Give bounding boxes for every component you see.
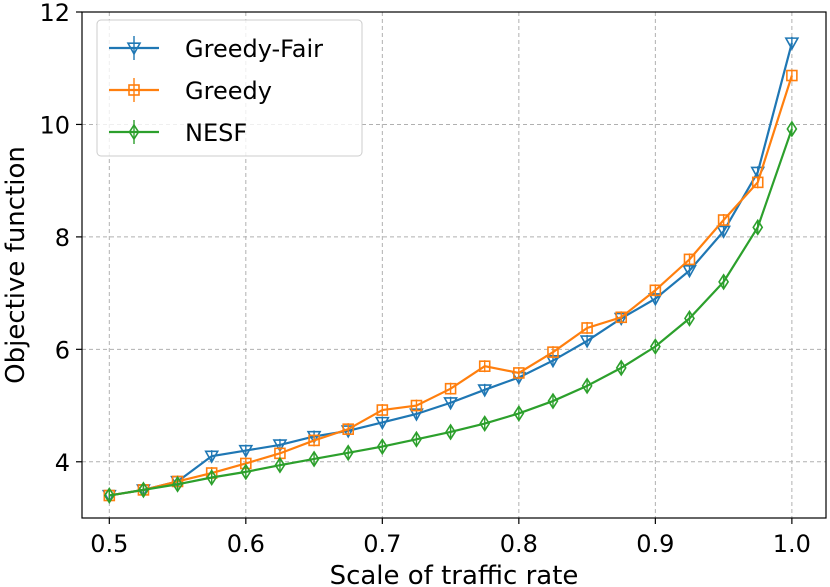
- data-point-greedy: [717, 214, 730, 226]
- legend-entry-greedy: Greedy: [109, 77, 272, 105]
- data-point-nesf: [376, 438, 388, 456]
- data-point-greedy: [478, 360, 491, 373]
- x-tick-label: 0.8: [500, 530, 538, 558]
- data-point-greedy: [581, 322, 593, 334]
- data-point-greedy: [513, 367, 525, 379]
- series-nesf: [103, 120, 798, 504]
- data-point-nesf: [615, 359, 627, 377]
- y-tick-label: 12: [39, 0, 70, 27]
- x-tick-label: 0.7: [363, 530, 401, 558]
- data-point-nesf: [649, 338, 661, 356]
- legend-label: Greedy-Fair: [185, 35, 323, 63]
- legend-marker-greedy-fair: [126, 42, 142, 56]
- x-tick-label: 0.6: [227, 530, 265, 558]
- data-point-nesf: [137, 481, 149, 499]
- x-tick-label: 0.9: [636, 530, 674, 558]
- y-tick-label: 6: [55, 336, 70, 364]
- legend-label: NESF: [185, 119, 247, 147]
- data-point-nesf: [479, 415, 491, 433]
- data-point-greedy-fair: [306, 430, 322, 445]
- plot-frame: [81, 11, 827, 519]
- data-point-nesf: [103, 487, 115, 504]
- y-tick-label: 10: [39, 111, 70, 139]
- data-point-greedy: [376, 404, 389, 416]
- y-tick-label: 8: [55, 224, 70, 252]
- data-point-greedy: [683, 253, 696, 266]
- data-point-greedy: [308, 434, 320, 447]
- data-point-greedy: [751, 176, 764, 189]
- data-point-greedy-fair: [579, 335, 595, 349]
- data-point-nesf: [718, 273, 730, 291]
- data-point-nesf: [172, 475, 184, 493]
- legend-marker-greedy: [128, 84, 140, 96]
- data-point-greedy: [786, 69, 798, 82]
- data-point-nesf: [513, 404, 525, 422]
- data-point-greedy: [342, 423, 355, 435]
- data-point-greedy-fair: [716, 225, 731, 239]
- data-point-nesf: [547, 392, 559, 410]
- legend-entry-greedy-fair: Greedy-Fair: [109, 35, 323, 63]
- data-point-nesf: [274, 456, 286, 474]
- x-axis-label: Scale of traffic rate: [330, 561, 579, 587]
- legend-label: Greedy: [185, 77, 272, 105]
- data-point-greedy-fair: [204, 450, 220, 464]
- data-point-greedy-fair: [443, 397, 458, 411]
- y-axis-label: Objective function: [1, 146, 31, 384]
- ticks: 0.5 0.6 0.7 0.8 0.9 1.0 4 6 8 10 12: [39, 0, 811, 558]
- data-point-greedy-fair: [682, 265, 697, 279]
- legend-box: [96, 19, 363, 157]
- series-layer: [101, 36, 800, 504]
- data-point-nesf: [342, 444, 354, 462]
- data-point-greedy-fair: [374, 416, 390, 431]
- x-tick-label: 1.0: [773, 530, 811, 558]
- data-point-nesf: [581, 377, 593, 395]
- legend-marker-nesf: [128, 123, 140, 141]
- data-point-greedy-fair: [477, 384, 493, 398]
- data-point-greedy: [649, 284, 662, 297]
- data-point-nesf: [308, 450, 320, 468]
- data-point-nesf: [411, 430, 422, 448]
- data-point-nesf: [752, 218, 764, 236]
- data-point-nesf: [206, 469, 218, 486]
- legend: Greedy-Fair Greedy NESF: [96, 19, 363, 157]
- data-point-greedy: [615, 311, 628, 324]
- data-point-greedy: [410, 399, 423, 412]
- data-point-nesf: [684, 309, 695, 327]
- x-tick-label: 0.5: [90, 530, 128, 558]
- data-point-greedy: [547, 346, 559, 358]
- y-tick-label: 4: [55, 449, 70, 477]
- data-point-nesf: [445, 423, 457, 441]
- data-point-greedy: [444, 382, 457, 395]
- legend-entry-nesf: NESF: [109, 119, 247, 147]
- data-point-nesf: [240, 463, 252, 481]
- data-point-greedy-fair: [784, 37, 800, 51]
- data-point-greedy-fair: [238, 444, 254, 459]
- data-point-nesf: [786, 120, 798, 138]
- data-point-greedy-fair: [272, 439, 288, 453]
